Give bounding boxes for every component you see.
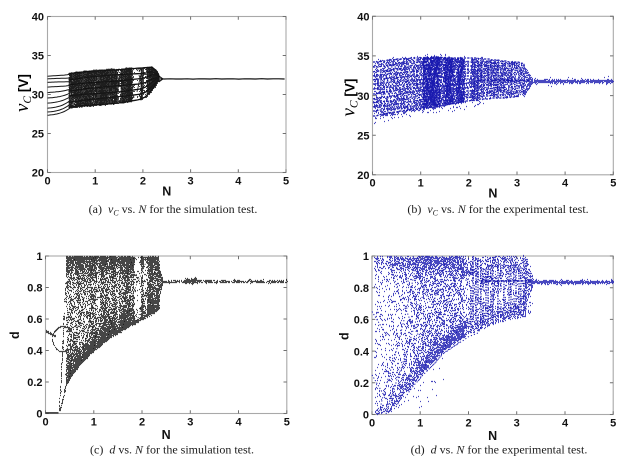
svg-text:0: 0 — [42, 416, 48, 428]
svg-text:4: 4 — [562, 417, 569, 429]
svg-text:2: 2 — [139, 416, 145, 428]
svg-text:40: 40 — [357, 12, 369, 24]
svg-text:2: 2 — [466, 178, 472, 190]
svg-text:0.6: 0.6 — [354, 315, 369, 327]
svg-text:0.4: 0.4 — [27, 346, 43, 358]
svg-text:N: N — [162, 428, 171, 442]
svg-text:0.2: 0.2 — [27, 377, 42, 389]
svg-text:(a) vC vs. N for the simulat: (a) vC vs. N for the simulation test. — [89, 202, 258, 217]
svg-text:30: 30 — [32, 90, 44, 102]
svg-text:1: 1 — [417, 417, 423, 429]
svg-text:0.4: 0.4 — [354, 346, 370, 358]
svg-text:0: 0 — [363, 410, 369, 422]
svg-text:N: N — [488, 429, 497, 443]
svg-text:(d) d vs. N for the experimen: (d) d vs. N for the experimental test. — [411, 443, 588, 457]
svg-text:5: 5 — [283, 175, 289, 187]
svg-text:35: 35 — [357, 51, 369, 63]
svg-text:0: 0 — [369, 178, 375, 190]
svg-text:1: 1 — [363, 251, 369, 263]
svg-text:d: d — [338, 332, 352, 340]
svg-text:vC [V]: vC [V] — [339, 79, 361, 117]
svg-text:0: 0 — [36, 409, 42, 421]
svg-text:0.6: 0.6 — [27, 314, 42, 326]
svg-text:20: 20 — [32, 168, 44, 180]
svg-text:35: 35 — [32, 51, 44, 63]
svg-text:1: 1 — [92, 175, 98, 187]
svg-text:1: 1 — [418, 178, 424, 190]
svg-text:20: 20 — [357, 170, 369, 182]
svg-text:N: N — [488, 187, 497, 201]
svg-text:25: 25 — [32, 129, 44, 141]
svg-text:4: 4 — [235, 175, 242, 187]
svg-text:vC [V]: vC [V] — [12, 74, 34, 112]
svg-text:5: 5 — [284, 416, 290, 428]
svg-text:1: 1 — [36, 251, 42, 263]
svg-text:d: d — [8, 331, 22, 339]
svg-text:4: 4 — [562, 178, 569, 190]
svg-text:5: 5 — [610, 178, 616, 190]
svg-text:25: 25 — [357, 130, 369, 142]
svg-text:3: 3 — [187, 416, 193, 428]
svg-text:2: 2 — [140, 175, 146, 187]
svg-text:1: 1 — [91, 416, 97, 428]
svg-text:3: 3 — [514, 178, 520, 190]
svg-text:0.8: 0.8 — [354, 283, 369, 295]
svg-text:30: 30 — [357, 91, 369, 103]
svg-text:0.8: 0.8 — [27, 283, 42, 295]
svg-text:3: 3 — [514, 417, 520, 429]
svg-text:0.2: 0.2 — [354, 378, 369, 390]
svg-text:5: 5 — [610, 417, 616, 429]
svg-text:0: 0 — [44, 175, 50, 187]
svg-text:N: N — [162, 184, 171, 198]
svg-text:(b) vC vs. N for the experim: (b) vC vs. N for the experimental test. — [407, 202, 588, 217]
svg-text:(c) d vs. N for the simulatio: (c) d vs. N for the simulation test. — [90, 443, 254, 457]
svg-text:4: 4 — [235, 416, 242, 428]
svg-text:40: 40 — [32, 12, 44, 24]
svg-text:2: 2 — [465, 417, 471, 429]
svg-text:0: 0 — [369, 417, 375, 429]
svg-text:3: 3 — [188, 175, 194, 187]
